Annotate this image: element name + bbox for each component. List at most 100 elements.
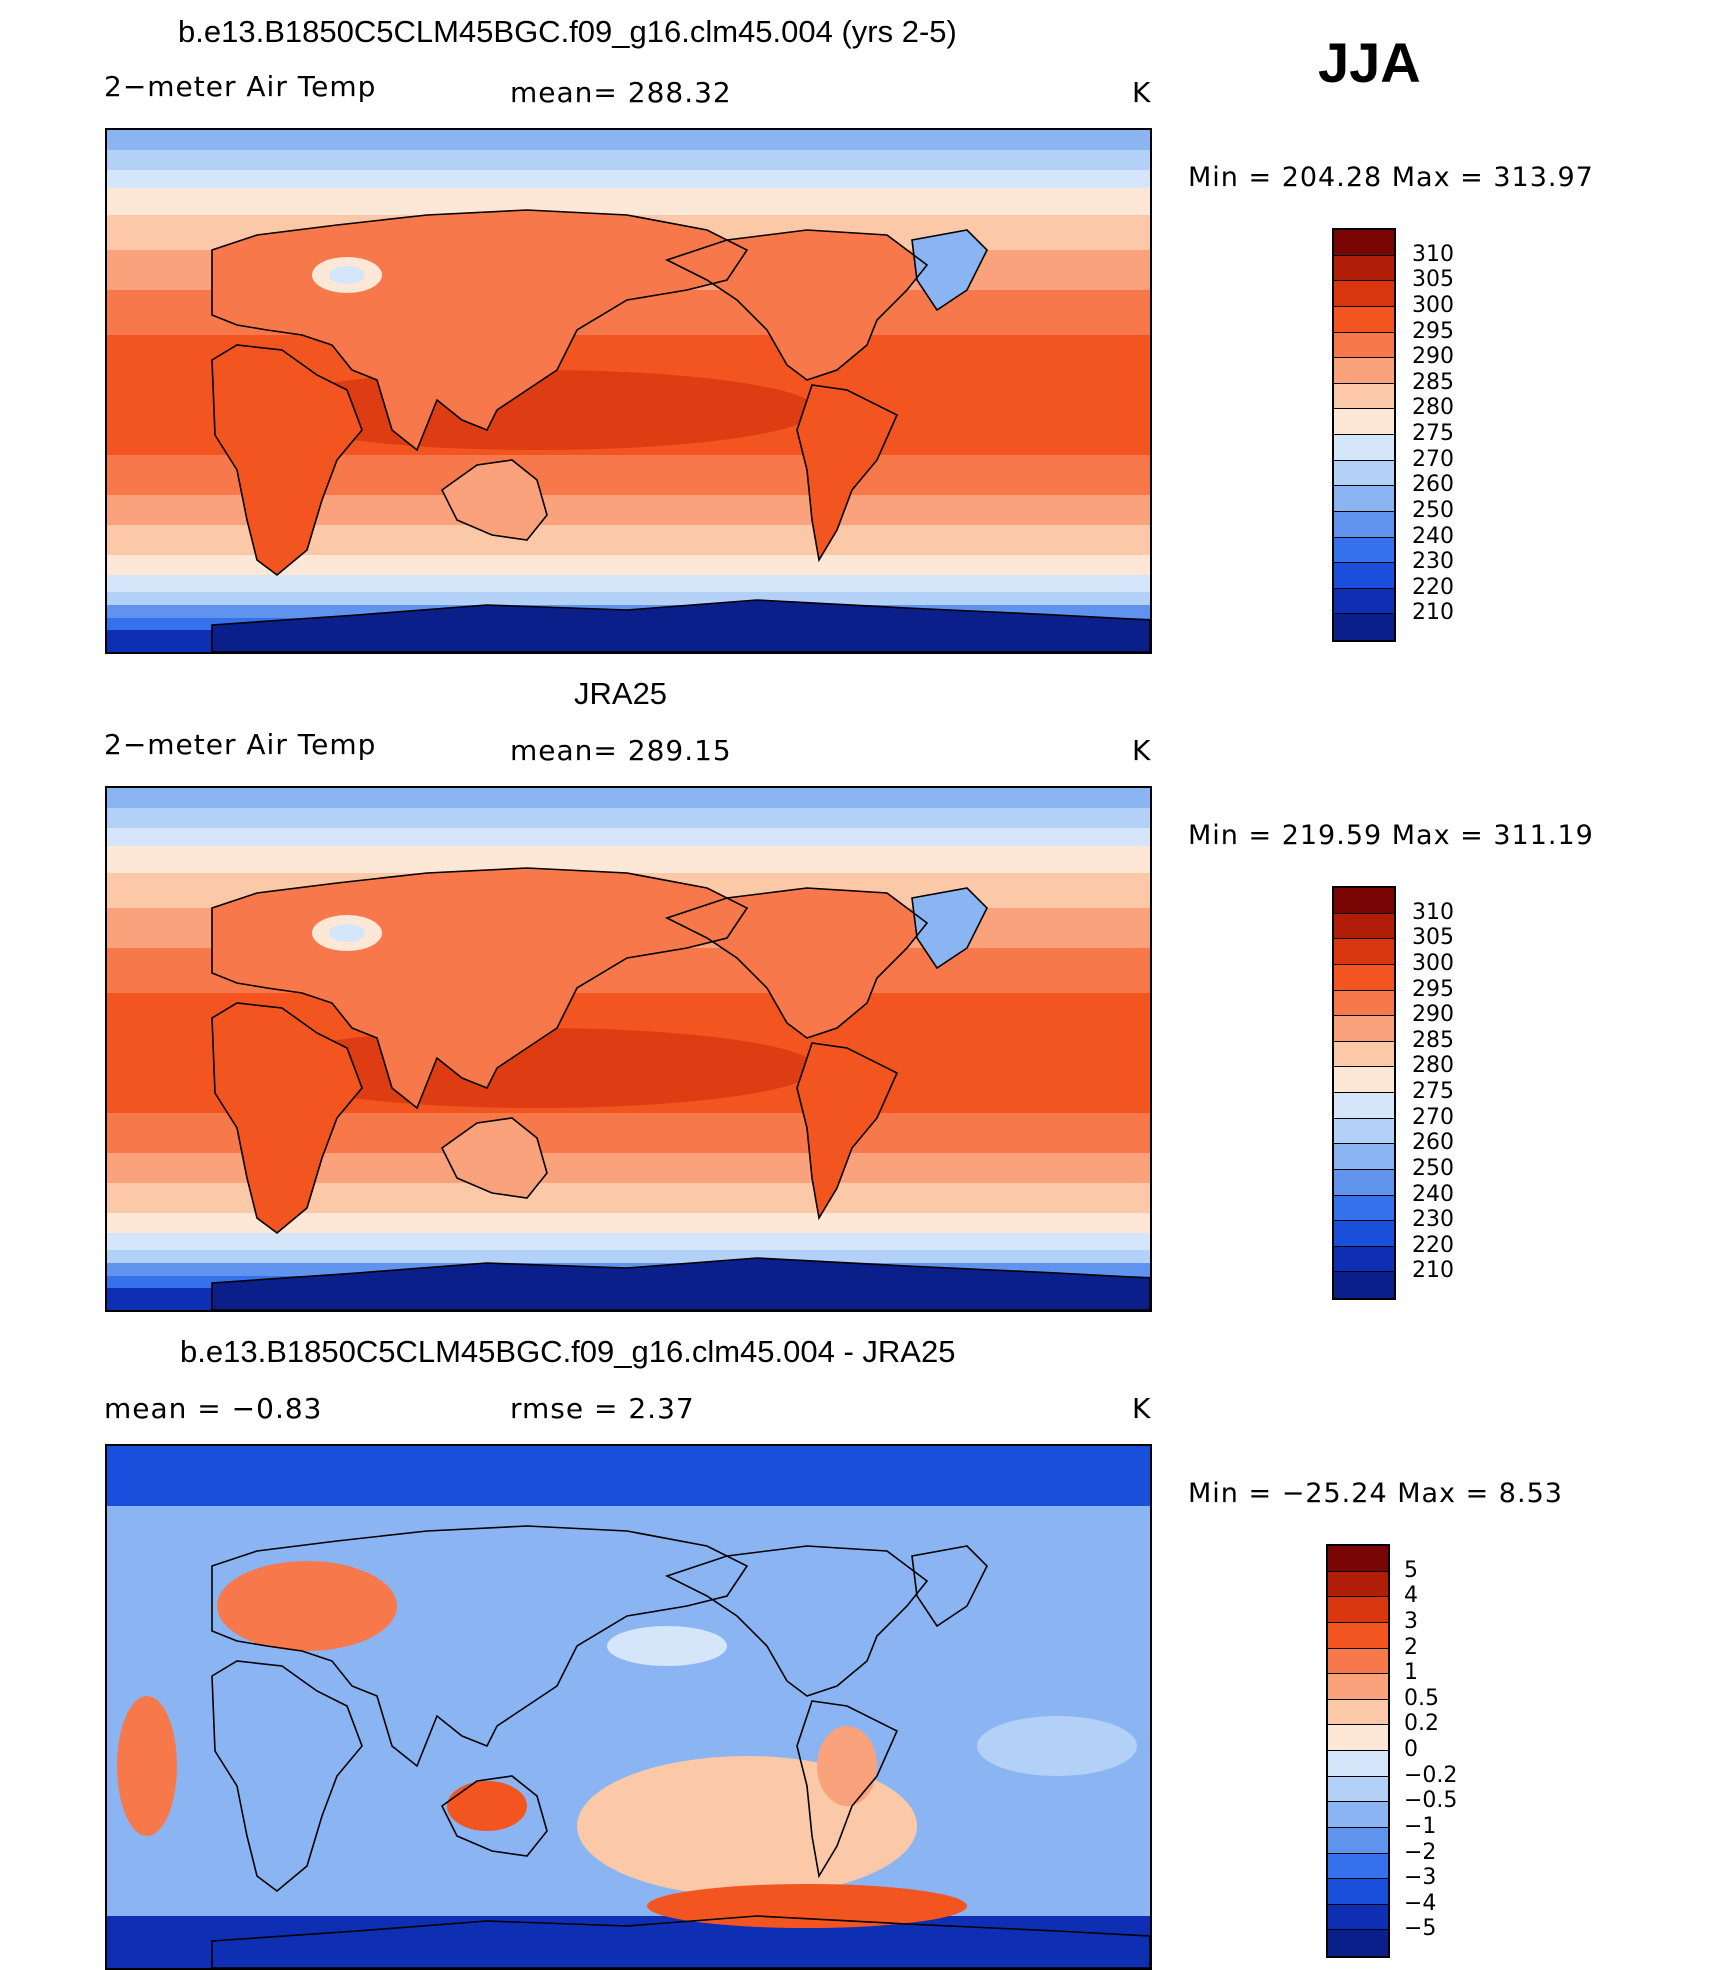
colorbar-tick-label: 2 [1404,1634,1418,1660]
colorbar-tick-label: 270 [1412,446,1454,472]
colorbar-tick-label: −2 [1404,1839,1437,1865]
colorbar-tick-label: 290 [1412,1002,1454,1028]
colorbar-box [1334,588,1394,615]
colorbar-tick-label: 300 [1412,950,1454,976]
colorbar-tick-label: 1 [1404,1660,1418,1686]
colorbar-box [1334,1144,1394,1170]
panel3-colorbar-labels: 5 4 3 2 1 0.5 0.2 0 −0.2 −0.5 −1 −2 −3 −4 −5 [1404,1544,1494,1954]
panel2-units: K [1132,734,1152,767]
colorbar-tick-label: 220 [1412,1232,1454,1258]
panel2-variable: 2−meter Air Temp [104,728,377,761]
colorbar-tick-label: 285 [1412,1027,1454,1053]
colorbar-tick-label: 5 [1404,1557,1418,1583]
colorbar-tick-label: −3 [1404,1865,1437,1891]
colorbar-box [1334,511,1394,538]
panel3-title: b.e13.B1850C5CLM45BGC.f09_g16.clm45.004 … [180,1334,956,1369]
colorbar-box [1334,1041,1394,1068]
colorbar-tick-label: −0.2 [1404,1762,1458,1788]
colorbar-box [1328,1622,1388,1649]
colorbar-box [1328,1597,1388,1623]
colorbar-box [1328,1904,1388,1931]
colorbar-tick-label: 305 [1412,925,1454,951]
colorbar-box [1334,435,1394,461]
colorbar-box [1334,563,1394,589]
colorbar-tick-label: 295 [1412,976,1454,1002]
colorbar-box [1334,255,1394,282]
panel3-colorbar [1326,1544,1390,1958]
colorbar-tick-label: 4 [1404,1583,1418,1609]
colorbar-tick-label: 220 [1412,574,1454,600]
panel1-colorbar [1332,228,1396,642]
colorbar-box [1328,1648,1388,1675]
panel2-map [105,786,1152,1312]
colorbar-tick-label: −4 [1404,1890,1437,1916]
season-label: JJA [1318,31,1421,94]
panel1-colorbar-labels: 310 305 300 295 290 285 280 275 270 260 250 240 230 2… [1412,228,1492,638]
colorbar-tick-label: 250 [1412,497,1454,523]
colorbar-tick-label: 280 [1412,395,1454,421]
colorbar-tick-label: 275 [1412,1079,1454,1104]
colorbar-tick-label: 275 [1412,421,1454,446]
colorbar-box [1334,332,1394,359]
colorbar-box [1334,1016,1394,1042]
colorbar-box [1328,1853,1388,1880]
colorbar-box [1328,1546,1388,1572]
colorbar-box [1334,1093,1394,1119]
colorbar-box [1328,1776,1388,1803]
colorbar-tick-label: 0 [1404,1737,1418,1762]
colorbar-tick-label: 285 [1412,369,1454,395]
colorbar-box [1334,1221,1394,1247]
colorbar-box [1334,409,1394,435]
colorbar-box [1334,1118,1394,1145]
colorbar-box [1328,1699,1388,1726]
colorbar-box [1334,358,1394,384]
colorbar-tick-label: 295 [1412,318,1454,344]
colorbar-tick-label: 0.2 [1404,1711,1439,1737]
colorbar-box [1334,537,1394,564]
colorbar-tick-label: 300 [1412,292,1454,318]
colorbar-box [1334,913,1394,940]
colorbar-box [1334,1169,1394,1196]
colorbar-tick-label: 310 [1412,899,1454,925]
panel2-colorbar-labels: 310 305 300 295 290 285 280 275 270 260 250 240 230 2… [1412,886,1492,1296]
colorbar-tick-label: 210 [1412,1258,1454,1284]
colorbar-tick-label: 0.5 [1404,1685,1439,1711]
colorbar-box [1328,1725,1388,1751]
colorbar-box [1328,1571,1388,1598]
colorbar-tick-label: 240 [1412,1181,1454,1207]
colorbar-tick-label: 240 [1412,523,1454,549]
colorbar-box [1328,1827,1388,1854]
colorbar-box [1334,383,1394,410]
colorbar-box [1334,964,1394,991]
colorbar-box [1328,1674,1388,1700]
colorbar-box [1334,486,1394,512]
panel1-units: K [1132,76,1152,109]
colorbar-box [1334,990,1394,1017]
colorbar-tick-label: 3 [1404,1608,1418,1634]
colorbar-tick-label: 230 [1412,1207,1454,1233]
panel2-mean: mean= 289.15 [510,734,732,767]
colorbar-tick-label: 260 [1412,472,1454,498]
colorbar-box [1328,1802,1388,1828]
colorbar-box [1334,1272,1394,1298]
panel3-mean: mean = −0.83 [104,1392,323,1425]
colorbar-box [1334,1195,1394,1222]
panel1-variable: 2−meter Air Temp [104,70,377,103]
panel3-rmse: rmse = 2.37 [510,1392,695,1425]
colorbar-tick-label: 310 [1412,241,1454,267]
panel1-mean: mean= 288.32 [510,76,732,109]
panel1-title: b.e13.B1850C5CLM45BGC.f09_g16.clm45.004 … [178,14,957,49]
colorbar-tick-label: 305 [1412,267,1454,293]
colorbar-box [1334,306,1394,333]
panel2-title: JRA25 [574,676,668,711]
colorbar-box [1334,281,1394,307]
colorbar-tick-label: −5 [1404,1916,1437,1942]
panel3-units: K [1132,1392,1152,1425]
colorbar-tick-label: 290 [1412,344,1454,370]
colorbar-tick-label: 260 [1412,1130,1454,1156]
colorbar-tick-label: −0.5 [1404,1788,1458,1814]
colorbar-tick-label: 280 [1412,1053,1454,1079]
colorbar-box [1328,1751,1388,1777]
colorbar-tick-label: −1 [1404,1813,1437,1839]
panel3-minmax: Min = −25.24 Max = 8.53 [1188,1478,1563,1509]
